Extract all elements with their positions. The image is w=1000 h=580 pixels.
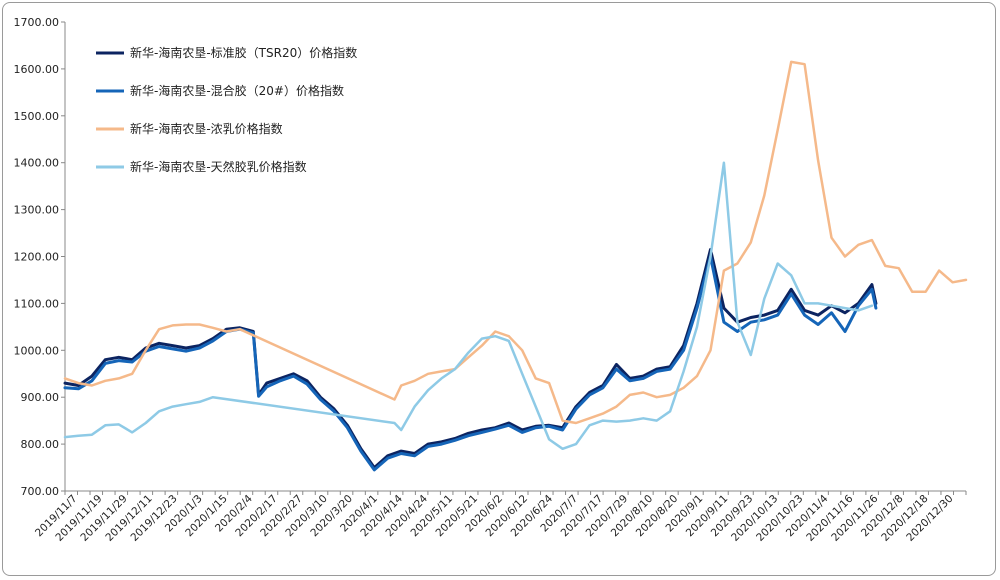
y-tick-label: 800.00 <box>21 438 60 451</box>
y-tick-label: 1500.00 <box>14 110 60 123</box>
y-tick-label: 1300.00 <box>14 204 60 217</box>
y-tick-label: 1000.00 <box>14 344 60 357</box>
series-line <box>63 161 874 451</box>
y-tick-label: 1400.00 <box>14 157 60 170</box>
legend-label: 新华-海南农垦-标准胶（TSR20）价格指数 <box>130 45 357 60</box>
legend-label: 新华-海南农垦-天然胶乳价格指数 <box>130 159 307 174</box>
y-tick-label: 900.00 <box>21 391 60 404</box>
series-line <box>63 255 878 472</box>
series-line <box>63 248 878 470</box>
y-tick-label: 1700.00 <box>14 16 60 29</box>
legend-label: 新华-海南农垦-混合胶（20#）价格指数 <box>130 83 344 98</box>
y-tick-label: 1600.00 <box>14 63 60 76</box>
y-tick-label: 1200.00 <box>14 251 60 264</box>
series-line <box>63 60 968 425</box>
legend-label: 新华-海南农垦-浓乳价格指数 <box>130 121 283 136</box>
y-tick-label: 700.00 <box>21 485 60 498</box>
y-tick-label: 1100.00 <box>14 297 60 310</box>
